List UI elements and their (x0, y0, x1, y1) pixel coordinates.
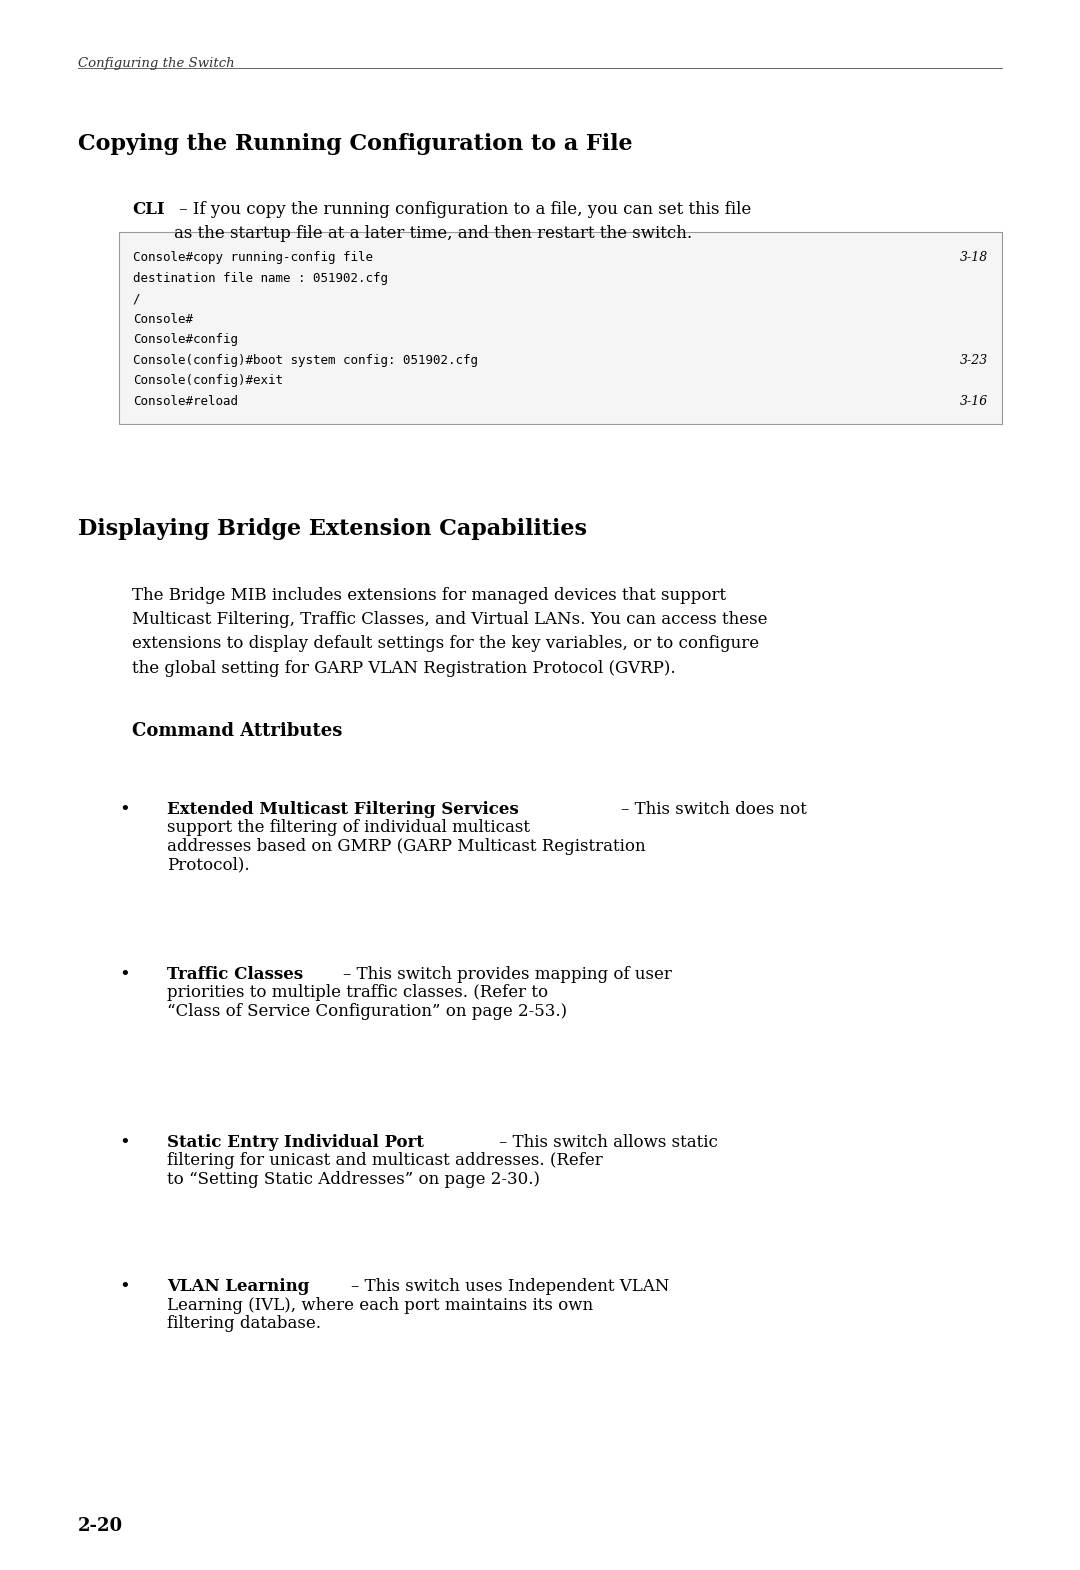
Text: VLAN Learning: VLAN Learning (167, 1278, 310, 1295)
Text: Extended Multicast Filtering Services: Extended Multicast Filtering Services (167, 801, 519, 818)
Text: filtering database.: filtering database. (167, 1316, 322, 1333)
Text: – This switch provides mapping of user: – This switch provides mapping of user (343, 966, 672, 983)
Text: destination file name : 051902.cfg: destination file name : 051902.cfg (133, 272, 388, 284)
Text: – This switch allows static: – This switch allows static (499, 1134, 718, 1151)
Text: Configuring the Switch: Configuring the Switch (78, 58, 234, 71)
Text: Learning (IVL), where each port maintains its own: Learning (IVL), where each port maintain… (167, 1297, 594, 1314)
Text: Displaying Bridge Extension Capabilities: Displaying Bridge Extension Capabilities (78, 518, 586, 540)
Text: support the filtering of individual multicast: support the filtering of individual mult… (167, 820, 530, 837)
Text: – This switch does not: – This switch does not (621, 801, 807, 818)
Text: “Class of Service Configuration” on page 2-53.): “Class of Service Configuration” on page… (167, 1003, 567, 1020)
Text: – This switch uses Independent VLAN: – This switch uses Independent VLAN (351, 1278, 670, 1295)
Text: Copying the Running Configuration to a File: Copying the Running Configuration to a F… (78, 133, 633, 155)
Text: Static Entry Individual Port: Static Entry Individual Port (167, 1134, 424, 1151)
Text: filtering for unicast and multicast addresses. (Refer: filtering for unicast and multicast addr… (167, 1152, 603, 1170)
Text: Traffic Classes: Traffic Classes (167, 966, 303, 983)
Text: 3-16: 3-16 (960, 396, 988, 408)
Text: 2-20: 2-20 (78, 1518, 123, 1535)
Text: /: / (133, 292, 140, 305)
Text: •: • (119, 1134, 130, 1151)
Text: Console(config)#boot system config: 051902.cfg: Console(config)#boot system config: 0519… (133, 353, 477, 367)
Text: addresses based on GMRP (GARP Multicast Registration: addresses based on GMRP (GARP Multicast … (167, 838, 646, 856)
Text: Command Attributes: Command Attributes (132, 722, 342, 739)
Text: Console#config: Console#config (133, 333, 238, 347)
Text: The Bridge MIB includes extensions for managed devices that support
Multicast Fi: The Bridge MIB includes extensions for m… (132, 587, 767, 677)
Text: 3-18: 3-18 (960, 251, 988, 264)
Text: CLI: CLI (132, 201, 164, 218)
Text: Console#: Console# (133, 312, 193, 327)
Text: •: • (119, 1278, 130, 1295)
Text: to “Setting Static Addresses” on page 2-30.): to “Setting Static Addresses” on page 2-… (167, 1171, 540, 1188)
Text: Console#reload: Console#reload (133, 396, 238, 408)
Text: 3-23: 3-23 (960, 353, 988, 367)
Bar (119, 232, 1002, 424)
Text: – If you copy the running configuration to a file, you can set this file
as the : – If you copy the running configuration … (174, 201, 751, 242)
Text: Console(config)#exit: Console(config)#exit (133, 374, 283, 388)
Text: •: • (119, 966, 130, 983)
Text: •: • (119, 801, 130, 818)
Text: priorities to multiple traffic classes. (Refer to: priorities to multiple traffic classes. … (167, 984, 549, 1002)
Text: Protocol).: Protocol). (167, 857, 251, 873)
Text: Console#copy running-config file: Console#copy running-config file (133, 251, 373, 264)
